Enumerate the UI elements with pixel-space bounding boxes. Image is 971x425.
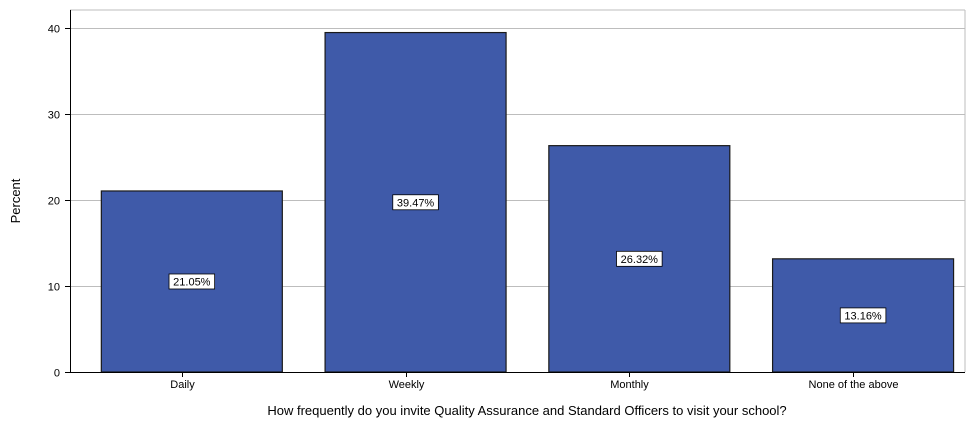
- axes: 0 10 20 30 40 Daily Weekly Monthly None of the a…: [48, 10, 965, 391]
- data-label-box: [616, 250, 663, 267]
- data-label: 39.47%: [397, 197, 435, 209]
- y-tick-label: 30: [48, 110, 60, 122]
- data-label-box: [168, 273, 216, 290]
- x-tick-label: Weekly: [389, 379, 425, 391]
- x-tick-label: Daily: [170, 379, 195, 391]
- x-axis-title: How frequently do you invite Quality Ass…: [267, 403, 786, 418]
- bars: [100, 31, 955, 373]
- data-label-box: [839, 307, 887, 324]
- data-label: 26.32%: [621, 254, 659, 266]
- y-axis-title: Percent: [8, 178, 23, 223]
- data-labels: 21.05% 39.47% 26.32% 13.16%: [168, 194, 887, 324]
- x-tick-label: Monthly: [610, 379, 649, 391]
- data-label-box: [392, 194, 439, 211]
- y-tick-label: 40: [48, 24, 60, 36]
- data-label: 21.05%: [173, 276, 211, 288]
- y-tick-label: 20: [48, 196, 60, 208]
- data-label: 13.16%: [844, 310, 882, 322]
- y-tick-label: 10: [48, 282, 60, 294]
- y-tick-label: 0: [54, 368, 60, 380]
- x-tick-label: None of the above: [809, 379, 899, 391]
